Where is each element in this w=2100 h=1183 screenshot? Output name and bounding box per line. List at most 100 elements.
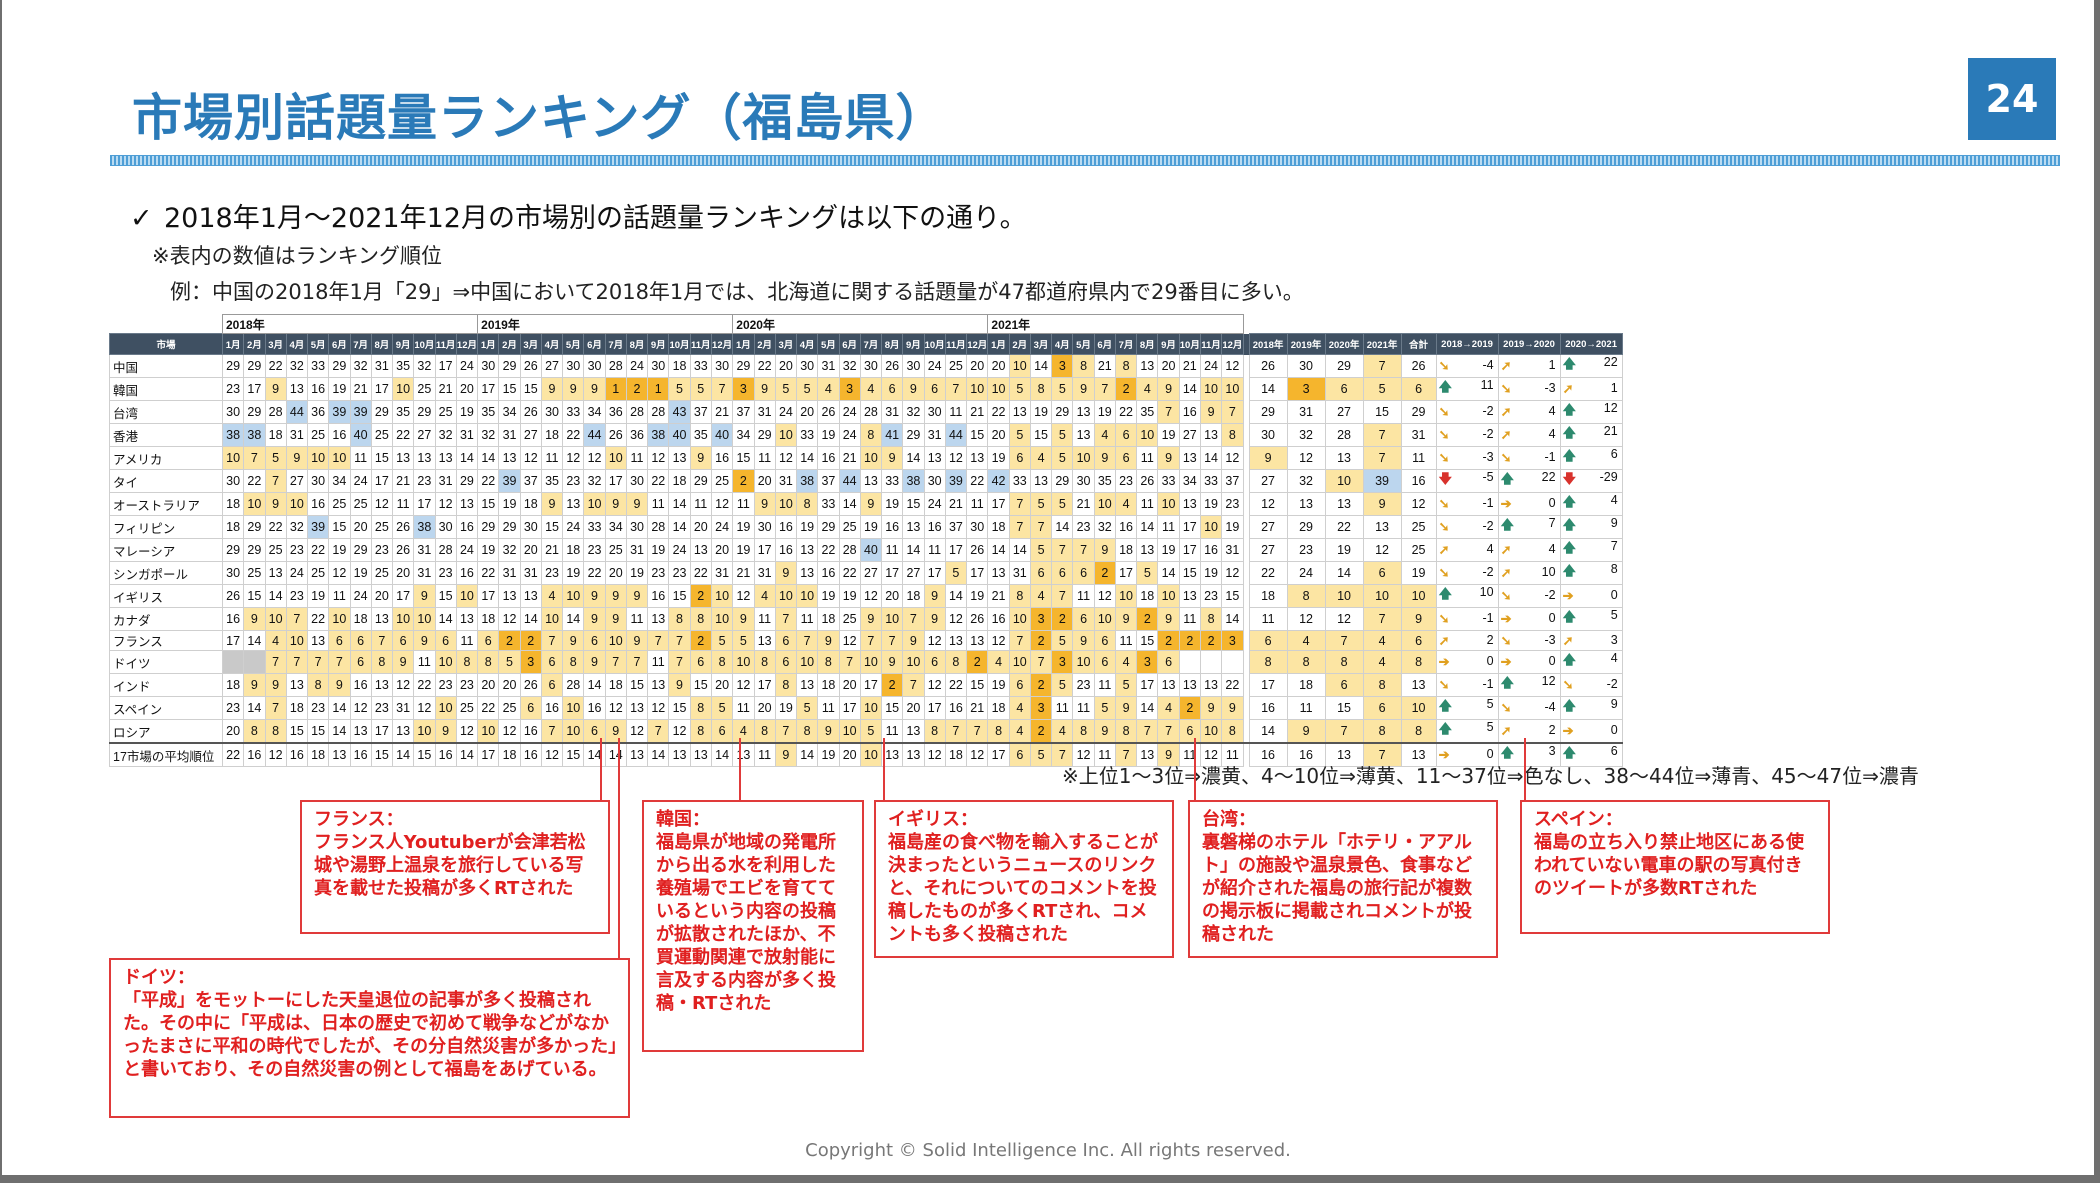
rank-cell: 6 bbox=[1008, 742, 1031, 767]
rank-cell: 23 bbox=[1221, 492, 1244, 516]
rank-cell: 26 bbox=[817, 400, 840, 424]
annual-rank-cell: 32 bbox=[1286, 423, 1326, 447]
rank-cell: 8 bbox=[1221, 423, 1244, 447]
rank-cell: 17 bbox=[838, 696, 861, 720]
rank-cell: 20 bbox=[221, 719, 245, 744]
rank-cell: 25 bbox=[498, 696, 521, 720]
rank-cell: 17 bbox=[753, 673, 776, 697]
summary-header: 2019→2020 bbox=[1497, 333, 1561, 355]
arrow-up-icon: 🡅 bbox=[1500, 745, 1514, 760]
month-header: 3月 bbox=[264, 333, 287, 355]
rank-cell: 34 bbox=[732, 423, 755, 447]
rank-cell: 22 bbox=[264, 354, 287, 378]
market-name: フィリピン bbox=[109, 515, 223, 539]
rank-cell: 13 bbox=[562, 492, 585, 516]
annual-rank-cell: 24 bbox=[1286, 561, 1326, 585]
rank-cell: 20 bbox=[498, 673, 521, 697]
rank-cell: 9 bbox=[583, 584, 606, 608]
rank-cell: 5 bbox=[1008, 377, 1031, 401]
rank-cell: 24 bbox=[349, 584, 372, 608]
month-header: 1月 bbox=[221, 333, 245, 355]
rank-cell: 10 bbox=[881, 607, 904, 631]
change-cell: 🡅 4 bbox=[1559, 492, 1623, 516]
rank-cell: 15 bbox=[966, 673, 989, 697]
rank-cell: 13 bbox=[902, 515, 925, 539]
month-header-row: 市場 1月 2月 3月 4月 5月 6月 7月 8月 9月 10月 11月 12月 1月 2月 3月 4月 5月 6… bbox=[109, 333, 1623, 355]
rank-cell: 27 bbox=[285, 469, 309, 493]
change-value: -4 bbox=[1544, 700, 1556, 714]
rank-cell: 7 bbox=[1157, 400, 1180, 424]
rank-cell: 10 bbox=[796, 650, 819, 674]
rank-cell: 15 bbox=[306, 719, 330, 744]
rank-cell: 14 bbox=[902, 538, 925, 562]
rank-cell: 15 bbox=[1221, 584, 1244, 608]
rank-cell: 33 bbox=[817, 492, 840, 516]
arrow-right-icon: ➔ bbox=[1562, 588, 1574, 603]
table-row: アメリカ 10 7 5 9 10 10 11 15 13 13 13 14 14 13 12 11 12 12 10 1… bbox=[109, 446, 1623, 470]
rank-cell: 9 bbox=[625, 630, 649, 651]
total-rank-cell: 6 bbox=[1400, 377, 1437, 401]
rank-cell: 26 bbox=[966, 607, 989, 631]
rank-cell: 12 bbox=[519, 446, 542, 470]
rank-cell: 22 bbox=[753, 354, 776, 378]
rank-cell: 10 bbox=[1093, 607, 1116, 631]
rank-cell: 30 bbox=[477, 354, 500, 378]
rank-cell: 20 bbox=[753, 469, 776, 493]
rank-cell: 11 bbox=[1157, 515, 1180, 539]
rank-cell: 30 bbox=[966, 515, 989, 539]
rank-cell: 4 bbox=[1008, 719, 1031, 744]
change-value: -1 bbox=[1544, 450, 1556, 464]
rank-cell: 9 bbox=[604, 719, 627, 744]
column-separator bbox=[1243, 696, 1250, 720]
annual-rank-cell: 8 bbox=[1362, 673, 1402, 697]
rank-cell: 16 bbox=[306, 377, 330, 401]
rank-cell: 20 bbox=[689, 515, 712, 539]
rank-cell: 14 bbox=[987, 538, 1010, 562]
rank-cell: 37 bbox=[1221, 469, 1244, 493]
rank-cell: 28 bbox=[434, 538, 457, 562]
month-header: 12月 bbox=[455, 333, 479, 355]
rank-cell: 7 bbox=[1029, 515, 1053, 539]
arrow-up-icon: 🡅 bbox=[1438, 379, 1452, 394]
rank-cell: 9 bbox=[604, 607, 627, 631]
rank-cell: 14 bbox=[1157, 561, 1180, 585]
rank-cell: 10 bbox=[859, 446, 883, 470]
arrow-up-right-icon: ➚ bbox=[1500, 427, 1512, 442]
rank-cell: 23 bbox=[455, 673, 479, 697]
rank-cell: 11 bbox=[625, 607, 649, 631]
rank-cell: 30 bbox=[583, 354, 606, 378]
annual-rank-cell: 12 bbox=[1286, 446, 1326, 470]
rank-cell: 23 bbox=[1199, 584, 1223, 608]
month-header: 5月 bbox=[562, 333, 585, 355]
rank-cell: 18 bbox=[349, 607, 372, 631]
callout-title: スペイン： bbox=[1534, 809, 1623, 830]
column-separator bbox=[1243, 492, 1250, 516]
rank-cell: 18 bbox=[540, 423, 564, 447]
rank-cell: 18 bbox=[668, 469, 691, 493]
rank-cell: 29 bbox=[689, 469, 712, 493]
rank-cell: 27 bbox=[413, 423, 436, 447]
rank-cell: 26 bbox=[519, 673, 542, 697]
rank-cell: 9 bbox=[264, 377, 287, 401]
annual-rank-cell: 9 bbox=[1286, 719, 1326, 744]
arrow-up-right-icon: ➚ bbox=[1562, 632, 1574, 648]
rank-cell: 23 bbox=[221, 377, 245, 401]
rank-cell: 5 bbox=[689, 377, 712, 401]
rank-cell: 4 bbox=[859, 377, 883, 401]
rank-cell: 13 bbox=[1136, 538, 1159, 562]
connector-line-uk bbox=[883, 738, 885, 802]
rank-cell: 24 bbox=[349, 469, 372, 493]
annual-rank-cell: 9 bbox=[1248, 446, 1288, 470]
rank-cell: 19 bbox=[349, 561, 372, 585]
annual-rank-cell: 8 bbox=[1286, 584, 1326, 608]
rank-cell: 22 bbox=[987, 400, 1010, 424]
rank-cell: 8 bbox=[1072, 354, 1095, 378]
month-header: 10月 bbox=[413, 333, 436, 355]
rank-cell: 8 bbox=[689, 719, 712, 744]
rank-cell: 9 bbox=[1072, 377, 1095, 401]
change-cell: ➚ 4 bbox=[1497, 423, 1561, 447]
arrow-up-icon: 🡅 bbox=[1562, 540, 1576, 555]
rank-cell: 5 bbox=[944, 561, 968, 585]
rank-cell: 7 bbox=[1008, 515, 1031, 539]
annual-rank-cell: 7 bbox=[1362, 423, 1402, 447]
